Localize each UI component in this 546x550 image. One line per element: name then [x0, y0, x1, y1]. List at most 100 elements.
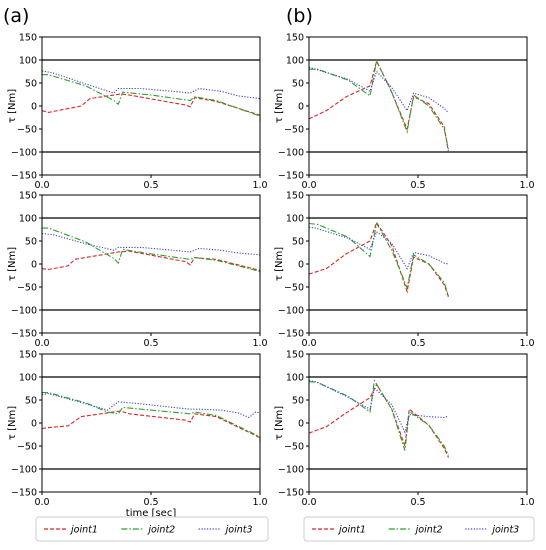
series-line-joint2: [308, 221, 450, 297]
x-tick-label: 1.0: [519, 180, 534, 191]
x-axis-label: time [sec]: [126, 508, 177, 519]
y-tick-label: 100: [19, 213, 37, 224]
series-line-joint1: [41, 250, 261, 276]
y-tick-label: 100: [19, 372, 37, 383]
y-tick-label: −50: [284, 124, 304, 135]
y-tick-label: −100: [11, 147, 37, 158]
series-line-joint1: [308, 383, 449, 458]
legend-label-joint1: joint1: [337, 525, 366, 536]
series-line-joint3: [41, 70, 261, 100]
x-tick-label: 0.0: [34, 338, 49, 349]
x-tick-label: 0.5: [410, 338, 425, 349]
x-tick-label: 0.0: [301, 180, 316, 191]
legend-label-joint1: joint1: [69, 525, 98, 536]
series-line-joint3: [41, 233, 261, 256]
y-tick-label: 50: [292, 78, 304, 89]
y-tick-label: 0: [298, 101, 304, 112]
x-tick-label: 0.5: [143, 497, 158, 508]
x-tick-label: 1.0: [519, 497, 534, 508]
y-tick-label: 100: [286, 372, 304, 383]
y-tick-label: 50: [25, 395, 37, 406]
legend-label-joint3: joint3: [224, 525, 253, 536]
y-tick-label: 0: [31, 418, 37, 429]
y-tick-label: −100: [278, 464, 304, 475]
y-tick-label: 0: [298, 259, 304, 270]
y-tick-label: −150: [11, 328, 37, 339]
y-tick-label: −50: [284, 441, 304, 452]
series-line-joint1: [41, 410, 261, 444]
y-tick-label: −150: [278, 487, 304, 498]
y-tick-label: 50: [25, 236, 37, 247]
y-tick-label: −150: [11, 487, 37, 498]
y-tick-label: 150: [19, 190, 37, 201]
legend-label-joint2: joint2: [414, 525, 443, 536]
y-tick-label: −50: [284, 282, 304, 293]
y-tick-label: 0: [298, 418, 304, 429]
series-line-joint2: [42, 227, 261, 275]
legend-label-joint3: joint3: [490, 525, 519, 536]
x-tick-label: 0.0: [34, 497, 49, 508]
x-tick-label: 0.0: [301, 497, 316, 508]
y-axis-label: τ [Nm]: [7, 89, 18, 123]
y-tick-label: 100: [19, 55, 37, 66]
legend-box-a: joint1 joint2 joint3: [35, 516, 269, 542]
y-tick-label: 150: [19, 32, 37, 43]
legend-frame: [35, 516, 269, 542]
x-tick-label: 0.0: [301, 338, 316, 349]
y-tick-label: 50: [292, 236, 304, 247]
x-tick-label: 1.0: [519, 338, 534, 349]
x-tick-label: 1.0: [252, 497, 267, 508]
plot-frame: [41, 36, 261, 176]
x-tick-label: 0.5: [410, 180, 425, 191]
y-axis-label: τ [Nm]: [274, 89, 285, 123]
y-tick-label: −150: [278, 328, 304, 339]
series-line-joint1: [308, 59, 450, 153]
y-tick-label: 150: [286, 349, 304, 360]
y-tick-label: 150: [286, 190, 304, 201]
panel-label-b: (b): [286, 5, 313, 27]
y-tick-label: −50: [17, 124, 37, 135]
y-tick-label: 100: [286, 213, 304, 224]
y-tick-label: 0: [31, 259, 37, 270]
legend-label-joint2: joint2: [146, 525, 175, 536]
y-tick-label: 100: [286, 55, 304, 66]
y-tick-label: 50: [292, 395, 304, 406]
x-tick-label: 0.5: [143, 180, 158, 191]
plot-frame: [41, 353, 261, 493]
series-line-joint2: [309, 59, 450, 150]
x-tick-label: 1.0: [252, 338, 267, 349]
y-tick-label: −100: [11, 305, 37, 316]
plot-frame: [308, 194, 528, 334]
y-axis-label: τ [Nm]: [7, 406, 18, 440]
y-tick-label: 150: [19, 349, 37, 360]
series-line-joint2: [42, 74, 261, 119]
legend-frame: [303, 516, 535, 542]
x-tick-label: 0.5: [410, 497, 425, 508]
series-line-joint3: [41, 393, 261, 419]
series-line-joint3: [308, 66, 449, 114]
y-axis-label: τ [Nm]: [274, 406, 285, 440]
y-tick-label: −100: [278, 147, 304, 158]
panel-label-a: (a): [3, 5, 29, 27]
legend-group: joint1 joint2 joint3 joint1 joint2 joint3: [35, 516, 535, 542]
y-tick-label: 50: [25, 78, 37, 89]
x-tick-label: 0.0: [34, 180, 49, 191]
y-axis-label: τ [Nm]: [7, 247, 18, 281]
plot-frame: [308, 36, 528, 176]
x-tick-label: 0.5: [143, 338, 158, 349]
legend-box-b: joint1 joint2 joint3: [303, 516, 535, 542]
y-tick-label: 0: [31, 101, 37, 112]
y-tick-label: −100: [278, 305, 304, 316]
y-tick-label: −150: [11, 170, 37, 181]
y-tick-label: −50: [17, 282, 37, 293]
x-tick-label: 1.0: [252, 180, 267, 191]
series-line-joint2: [42, 392, 261, 441]
